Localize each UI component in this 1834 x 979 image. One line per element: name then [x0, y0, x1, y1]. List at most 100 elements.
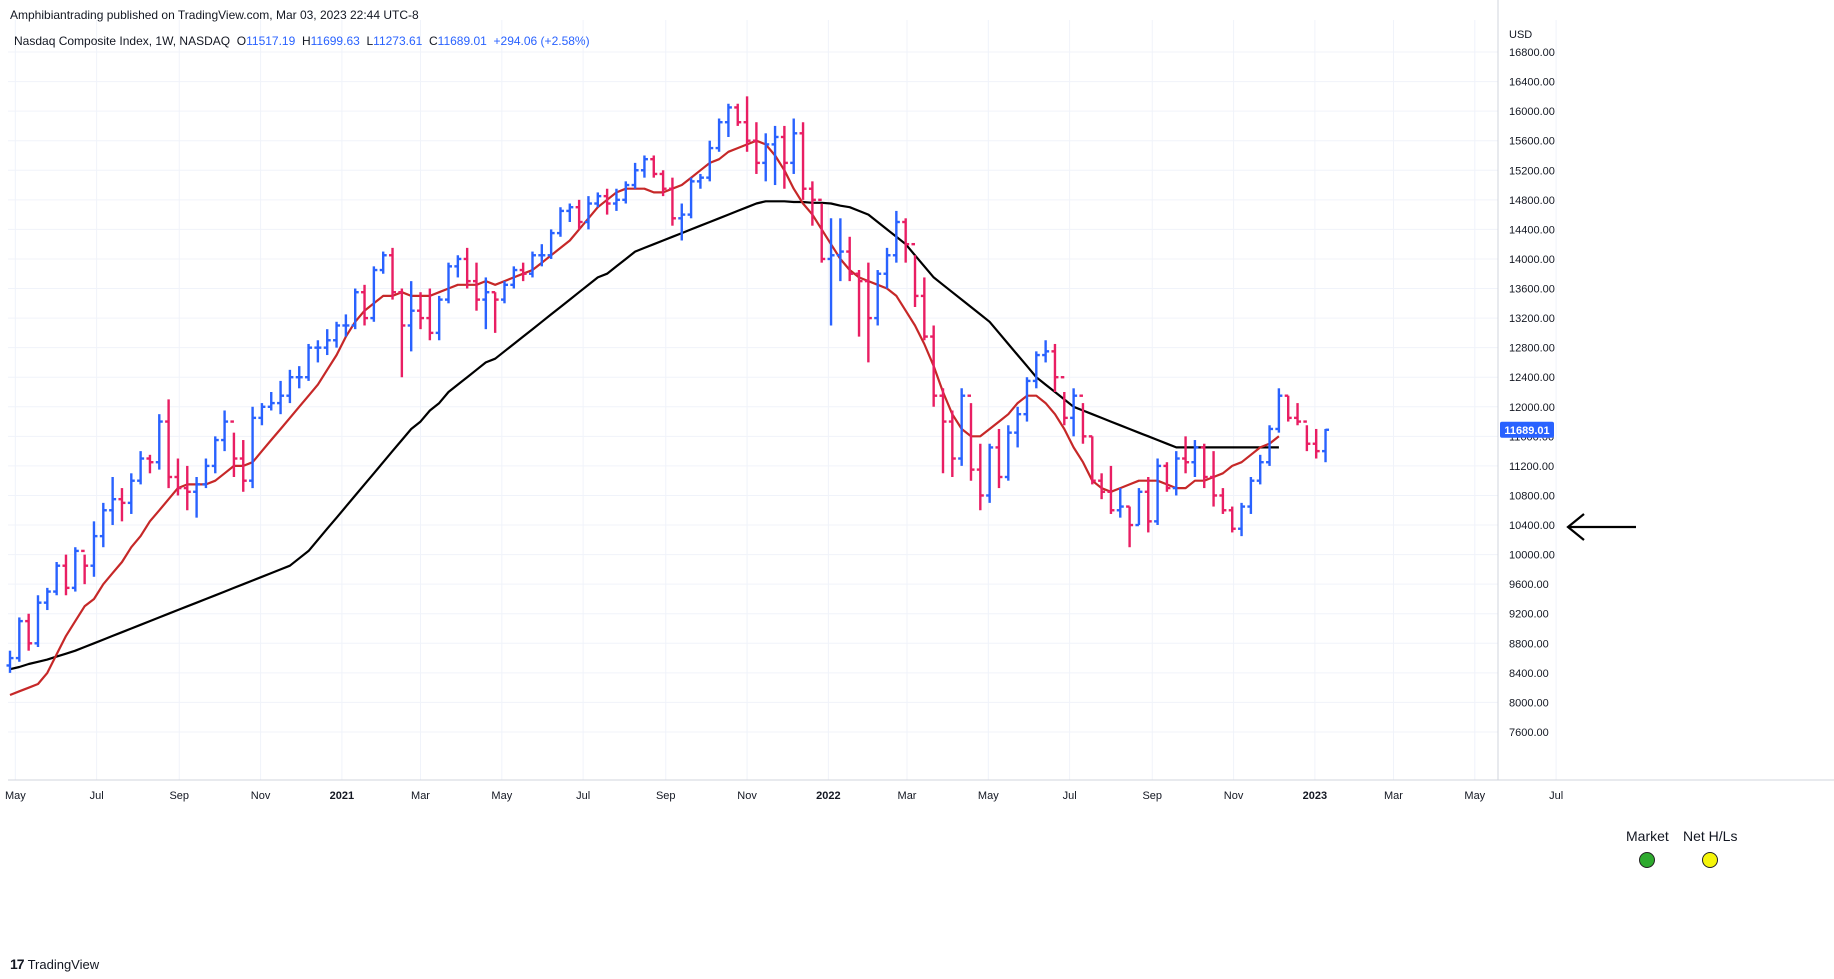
- ohlc-bar: [1144, 477, 1152, 533]
- ohlc-bar: [1172, 451, 1180, 496]
- ohlc-bar: [109, 477, 117, 526]
- ohlc-bar: [174, 458, 182, 496]
- ohlc-bar: [53, 562, 61, 596]
- ohlc-bar: [1275, 388, 1283, 433]
- ohlc-bar: [370, 266, 378, 322]
- ohlc-bar: [333, 321, 341, 348]
- y-tick-label: 12000.00: [1509, 402, 1555, 414]
- y-tick-label: 16400.00: [1509, 77, 1555, 89]
- ohlc-bar: [165, 399, 173, 489]
- ohlc-bar: [34, 595, 42, 647]
- currency-label: USD: [1509, 29, 1532, 41]
- x-tick-label: Sep: [1142, 790, 1162, 802]
- ohlc-bar: [724, 103, 732, 137]
- ohlc-bar: [463, 247, 471, 289]
- ohlc-bar: [258, 403, 266, 426]
- ohlc-bar: [379, 251, 387, 274]
- ohlc-bar: [883, 247, 891, 289]
- y-tick-label: 15200.00: [1509, 165, 1555, 177]
- ohlc-bar: [762, 133, 770, 182]
- ohlc-bar: [417, 292, 425, 330]
- ohlc-bar: [127, 473, 135, 514]
- ohlc-bar: [827, 218, 835, 326]
- ohlc-bar: [1098, 473, 1106, 500]
- ohlc-bar: [668, 177, 676, 226]
- y-tick-label: 15600.00: [1509, 136, 1555, 148]
- ohlc-bar: [286, 369, 294, 404]
- ohlc-bar: [752, 122, 760, 174]
- y-tick-label: 10000.00: [1509, 550, 1555, 562]
- ohlc-bar: [743, 96, 751, 152]
- y-tick-label: 9200.00: [1509, 609, 1549, 621]
- ohlc-bar: [426, 288, 434, 341]
- ma-slow-line: [9, 200, 1279, 671]
- ohlc-bar: [958, 388, 966, 466]
- ohlc-bar: [1284, 394, 1292, 422]
- ohlc-bar: [939, 388, 947, 474]
- y-tick-label: 8000.00: [1509, 697, 1549, 709]
- ohlc-bar: [1247, 477, 1255, 514]
- ohlc-bar: [193, 477, 201, 518]
- x-tick-label: Nov: [737, 790, 757, 802]
- brand-name: TradingView: [27, 956, 100, 972]
- ohlc-bar: [1060, 376, 1068, 426]
- ohlc-bar: [920, 277, 928, 341]
- ohlc-bar: [1182, 436, 1190, 474]
- fast-moving-average: [9, 139, 1280, 697]
- ohlc-bar: [1266, 425, 1274, 466]
- tradingview-logo-icon: 17: [10, 956, 25, 972]
- ohlc-bar: [361, 284, 369, 326]
- ohlc-bar: [1004, 425, 1012, 481]
- ohlc-bar: [1163, 462, 1171, 492]
- ohlc-bar: [1322, 428, 1330, 463]
- y-tick-label: 12400.00: [1509, 372, 1555, 384]
- y-tick-label: 13600.00: [1509, 284, 1555, 296]
- ohlc-bar: [687, 177, 695, 219]
- ohlc-bar: [1070, 388, 1078, 437]
- ohlc-bar: [566, 203, 574, 222]
- x-tick-label: Jul: [90, 790, 104, 802]
- ohlc-bar: [239, 440, 247, 492]
- price-tag-text: 11689.01: [1504, 425, 1549, 437]
- ohlc-bar: [650, 155, 658, 178]
- ohlc-bar: [911, 242, 919, 307]
- ohlc-bars: [6, 96, 1330, 673]
- ohlc-bar: [137, 451, 145, 485]
- ohlc-bar: [659, 170, 667, 197]
- ohlc-bar: [547, 229, 555, 259]
- ohlc-bar: [1312, 428, 1320, 459]
- low-label: L: [366, 34, 374, 48]
- ohlc-bar: [678, 203, 686, 241]
- ohlc-bar: [612, 188, 620, 211]
- y-tick-label: 7600.00: [1509, 727, 1549, 739]
- ohlc-bar: [1107, 465, 1115, 514]
- ohlc-bar: [1126, 505, 1134, 548]
- x-tick-label: Mar: [898, 790, 917, 802]
- net-hl-label: Net H/Ls: [1683, 828, 1738, 844]
- ohlc-bar: [398, 288, 406, 378]
- ohlc-bar: [855, 270, 863, 337]
- ohlc-bar: [734, 103, 742, 126]
- ohlc-bar: [389, 247, 397, 300]
- ohlc-bar: [976, 443, 984, 511]
- ohlc-bar: [1154, 458, 1162, 526]
- ohlc-bar: [1051, 343, 1059, 392]
- ohlc-bar: [584, 196, 592, 230]
- x-tick-label: May: [491, 790, 512, 802]
- ohlc-bar: [90, 521, 98, 577]
- y-tick-label: 14000.00: [1509, 254, 1555, 266]
- ohlc-bar: [808, 181, 816, 226]
- x-tick-label: 2022: [816, 790, 840, 802]
- ohlc-bar: [1135, 488, 1143, 527]
- annotation-arrow: [1566, 513, 1636, 541]
- x-tick-label: Mar: [411, 790, 430, 802]
- chart-axes: 16800.00 16400.00 16000.00 15600.00 15200.00…: [5, 0, 1834, 802]
- ohlc-bar: [1294, 403, 1302, 426]
- ohlc-bar: [407, 281, 415, 352]
- ohlc-bar: [314, 340, 322, 363]
- ohlc-bar: [818, 198, 826, 263]
- ohlc-bar: [323, 329, 331, 356]
- ohlc-bar: [1219, 488, 1227, 514]
- tradingview-brand[interactable]: 17 TradingView: [10, 956, 99, 972]
